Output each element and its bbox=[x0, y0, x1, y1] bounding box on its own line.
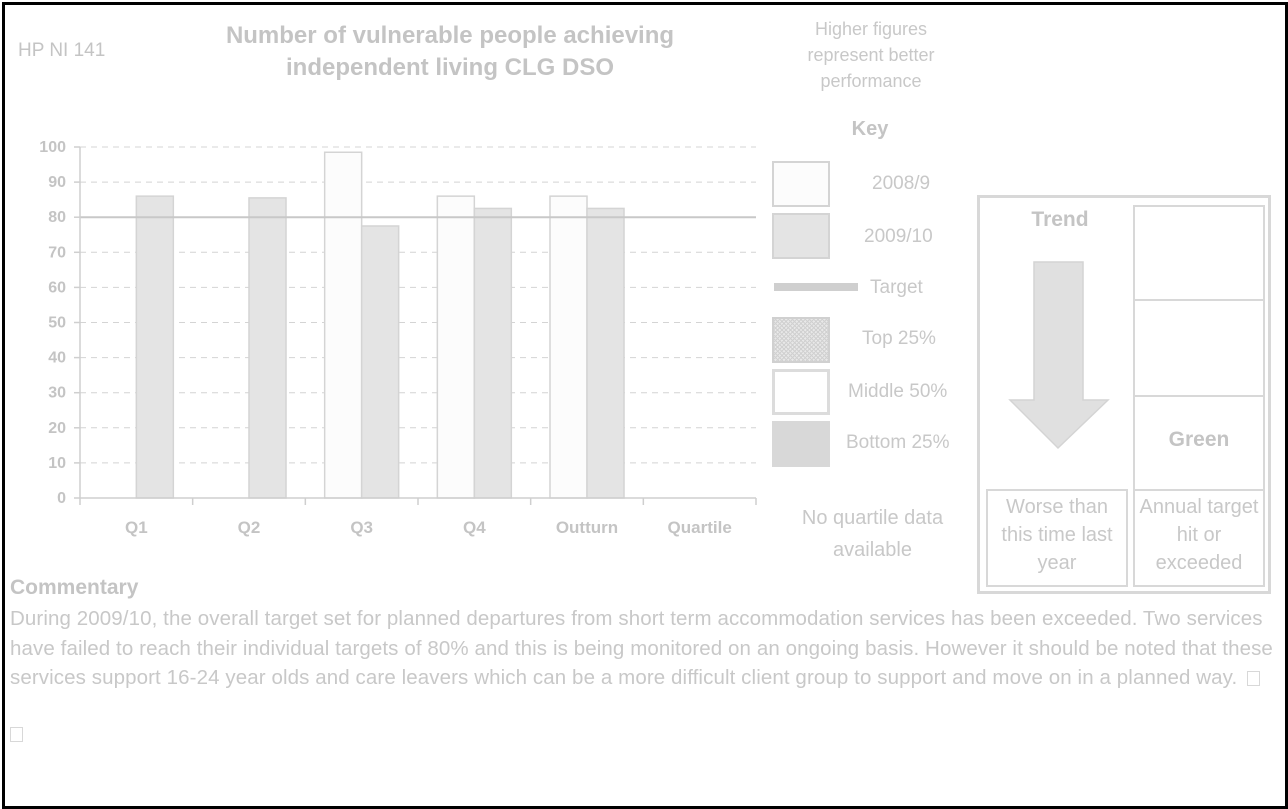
y-tick-label: 0 bbox=[57, 490, 66, 507]
legend-swatch-2009 bbox=[772, 213, 830, 259]
axis-layer bbox=[74, 147, 756, 505]
key-title: Key bbox=[800, 118, 940, 141]
legend-swatch-top-quartile bbox=[772, 317, 830, 363]
y-tick-label: 70 bbox=[48, 244, 66, 261]
down-arrow-icon bbox=[1008, 260, 1112, 452]
bar-2008-9-q4 bbox=[437, 196, 474, 498]
indicator-code: HP NI 141 bbox=[18, 40, 105, 62]
commentary-title: Commentary bbox=[10, 576, 138, 600]
legend-label-middle-quartile: Middle 50% bbox=[848, 381, 947, 403]
rag-cell-amber bbox=[1133, 299, 1265, 397]
y-tick-label: 60 bbox=[48, 279, 66, 296]
bars-layer bbox=[136, 152, 624, 498]
legend-swatch-bottom-quartile bbox=[772, 421, 830, 467]
polarity-note: Higher figures represent better performa… bbox=[782, 16, 960, 94]
bar-2008-9-outturn bbox=[550, 196, 587, 498]
bar-2009-10-outturn bbox=[587, 208, 624, 498]
commentary-body: During 2009/10, the overall target set f… bbox=[10, 604, 1282, 693]
y-tick-label: 40 bbox=[48, 350, 66, 367]
trend-label: Worse than this time last year bbox=[986, 489, 1128, 587]
x-tick-label: Quartile bbox=[668, 518, 732, 537]
bar-2008-9-q3 bbox=[325, 152, 362, 498]
bar-2009-10-q2 bbox=[249, 198, 286, 498]
x-tick-label: Q2 bbox=[238, 518, 261, 537]
chart-title-line2: independent living CLG DSO bbox=[200, 52, 700, 84]
y-tick-label: 100 bbox=[39, 139, 66, 156]
legend-label-2009: 2009/10 bbox=[864, 226, 933, 248]
bar-2009-10-q1 bbox=[136, 196, 173, 498]
y-tick-label: 30 bbox=[48, 385, 66, 402]
legend-label-target: Target bbox=[870, 277, 923, 299]
legend-label-2008: 2008/9 bbox=[872, 173, 930, 195]
legend-swatch-2008 bbox=[772, 161, 830, 207]
x-tick-label: Q4 bbox=[463, 518, 486, 537]
no-quartile-note: No quartile data available bbox=[780, 502, 965, 566]
legend-label-bottom-quartile: Bottom 25% bbox=[846, 432, 950, 454]
bar-chart: 0 10 20 30 40 50 60 70 80 90 100 Q1 Q2 Q3 Q4 Outturn Qua… bbox=[0, 130, 770, 550]
y-tick-label: 20 bbox=[48, 420, 66, 437]
y-tick-label: 50 bbox=[48, 315, 66, 332]
commentary-text: During 2009/10, the overall target set f… bbox=[10, 607, 1273, 689]
x-tick-label: Q1 bbox=[125, 518, 148, 537]
trend-title: Trend bbox=[1000, 208, 1120, 232]
target-status-label: Annual target hit or exceeded bbox=[1133, 489, 1265, 587]
chart-title-line1: Number of vulnerable people achieving bbox=[200, 20, 700, 52]
bar-2009-10-q4 bbox=[474, 208, 511, 498]
x-tick-label: Outturn bbox=[556, 518, 618, 537]
legend-swatch-middle-quartile bbox=[772, 369, 830, 415]
bar-2009-10-q3 bbox=[362, 226, 399, 498]
y-tick-label: 80 bbox=[48, 209, 66, 226]
placeholder-glyph-2 bbox=[10, 727, 23, 742]
legend-label-top-quartile: Top 25% bbox=[862, 328, 936, 350]
chart-title: Number of vulnerable people achieving in… bbox=[200, 20, 700, 84]
rag-cell-red bbox=[1133, 205, 1265, 301]
y-tick-label: 10 bbox=[48, 455, 66, 472]
legend-swatch-target bbox=[774, 283, 858, 291]
placeholder-glyph bbox=[1247, 671, 1260, 686]
rag-status-label: Green bbox=[1135, 428, 1263, 452]
y-tick-label: 90 bbox=[48, 174, 66, 191]
x-tick-label: Q3 bbox=[350, 518, 373, 537]
grid-layer bbox=[80, 147, 756, 463]
